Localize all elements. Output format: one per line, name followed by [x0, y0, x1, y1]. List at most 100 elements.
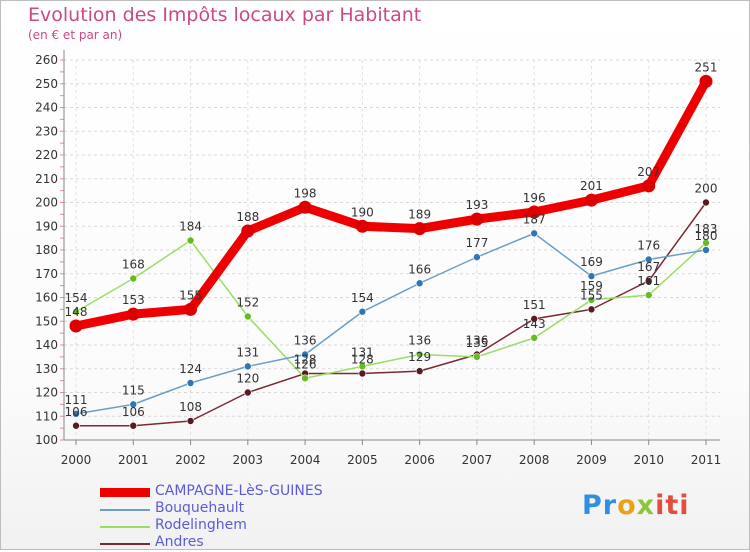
data-label-1-4: 136	[294, 334, 317, 348]
y-tick-label-220: 220	[35, 148, 58, 162]
data-label-3-9: 155	[580, 288, 603, 302]
data-label-3-8: 151	[523, 298, 546, 312]
data-label-3-0: 106	[65, 405, 88, 419]
data-label-2-5: 131	[351, 345, 374, 359]
data-label-2-10: 161	[637, 274, 660, 288]
series-point-0-4	[298, 200, 312, 214]
legend-swatch-andres	[100, 543, 150, 545]
y-tick-label-150: 150	[35, 314, 58, 328]
data-label-1-9: 169	[580, 255, 603, 269]
x-tick-label-2005: 2005	[347, 453, 378, 467]
x-tick-label-2007: 2007	[462, 453, 493, 467]
series-point-2-3	[244, 312, 252, 321]
series-point-0-9	[584, 193, 598, 207]
data-label-2-0: 154	[65, 291, 88, 305]
y-tick-label-210: 210	[35, 172, 58, 186]
y-tick-label-140: 140	[35, 338, 58, 352]
series-point-1-10	[644, 255, 653, 264]
series-line-campagne-lès-guines	[71, 76, 711, 331]
series-point-1-4	[301, 350, 309, 359]
series-point-3-8	[530, 315, 538, 323]
data-label-0-4: 198	[294, 186, 317, 200]
series-point-3-0	[72, 421, 80, 430]
series-point-2-5	[358, 362, 367, 371]
series-point-0-10	[642, 179, 656, 193]
y-tick-label-100: 100	[35, 433, 58, 447]
series-point-2-6	[415, 350, 424, 359]
data-label-1-8: 187	[523, 212, 546, 226]
data-label-1-11: 180	[695, 229, 718, 243]
series-point-2-0	[72, 307, 80, 316]
series-point-0-0	[69, 319, 83, 333]
data-label-1-0: 111	[65, 393, 88, 407]
series-point-1-7	[473, 253, 481, 261]
series-point-3-9	[587, 305, 596, 314]
series-point-1-5	[358, 307, 367, 316]
chart-title: Evolution des Impôts locaux par Habitant	[28, 4, 422, 26]
series-point-0-3	[241, 224, 255, 238]
legend-label-andres: Andres	[155, 534, 204, 550]
series-point-2-8	[530, 334, 538, 342]
data-label-2-7: 135	[465, 336, 488, 350]
data-label-3-2: 108	[179, 400, 202, 414]
data-label-2-1: 168	[122, 258, 145, 272]
series-point-1-1	[129, 400, 138, 409]
data-label-2-6: 136	[408, 334, 431, 348]
series-point-3-11	[702, 198, 710, 207]
series-point-1-2	[186, 379, 195, 387]
y-tick-label-200: 200	[35, 196, 58, 210]
series-point-1-3	[244, 362, 252, 371]
y-tick-label-160: 160	[35, 291, 58, 305]
y-tick-label-130: 130	[35, 362, 58, 376]
series-point-0-5	[355, 219, 369, 233]
series-point-2-1	[129, 274, 138, 283]
series-point-3-10	[644, 277, 653, 285]
data-label-2-2: 184	[179, 220, 202, 234]
data-label-3-11: 200	[695, 182, 718, 196]
x-tick-label-2006: 2006	[404, 453, 435, 467]
legend-item-campagne: CAMPAGNE-LèS-GUINES	[100, 483, 380, 501]
series-point-3-5	[358, 369, 367, 378]
legend: CAMPAGNE-LèS-GUINES Bouquehault Rodeling…	[100, 483, 380, 552]
data-label-2-4: 126	[294, 357, 317, 371]
data-label-0-8: 196	[523, 191, 546, 205]
data-label-1-6: 166	[408, 262, 431, 276]
data-label-1-10: 176	[637, 239, 660, 253]
series-point-3-3	[244, 388, 252, 397]
data-label-0-7: 193	[465, 198, 488, 212]
series-point-3-1	[129, 421, 138, 430]
data-label-0-2: 155	[179, 288, 202, 302]
y-tick-label-240: 240	[35, 101, 58, 115]
x-tick-label-2011: 2011	[691, 453, 722, 467]
y-tick-label-170: 170	[35, 267, 58, 281]
data-label-0-0: 148	[65, 305, 88, 319]
data-label-1-7: 177	[465, 236, 488, 250]
data-label-1-1: 115	[122, 383, 145, 397]
series-point-2-10	[644, 291, 653, 299]
x-tick-label-2009: 2009	[576, 453, 607, 467]
legend-label-campagne: CAMPAGNE-LèS-GUINES	[155, 483, 323, 499]
data-label-2-3: 152	[236, 296, 259, 310]
legend-swatch-campagne	[100, 488, 150, 497]
series-point-2-4	[301, 374, 309, 383]
series-point-0-6	[413, 222, 427, 236]
x-tick-label-2008: 2008	[519, 453, 550, 467]
series-point-0-11	[699, 74, 713, 88]
data-label-3-6: 129	[408, 350, 431, 364]
data-label-1-5: 154	[351, 291, 374, 305]
series-point-3-2	[186, 417, 195, 425]
y-tick-label-110: 110	[35, 409, 58, 423]
data-label-0-5: 190	[351, 205, 374, 219]
legend-label-bouquehault: Bouquehault	[155, 500, 245, 516]
data-label-3-7: 136	[465, 334, 488, 348]
data-label-3-5: 128	[351, 353, 374, 367]
proxiti-logo: Proxiti	[582, 490, 690, 521]
series-point-1-11	[702, 246, 710, 254]
series-point-1-6	[415, 279, 424, 288]
data-label-0-10: 207	[637, 165, 660, 179]
series-line-rodelinghem	[75, 239, 707, 379]
x-tick-label-2010: 2010	[633, 453, 664, 467]
series-point-0-1	[126, 307, 140, 321]
series-point-0-8	[527, 205, 541, 219]
legend-item-andres: Andres	[100, 534, 380, 552]
